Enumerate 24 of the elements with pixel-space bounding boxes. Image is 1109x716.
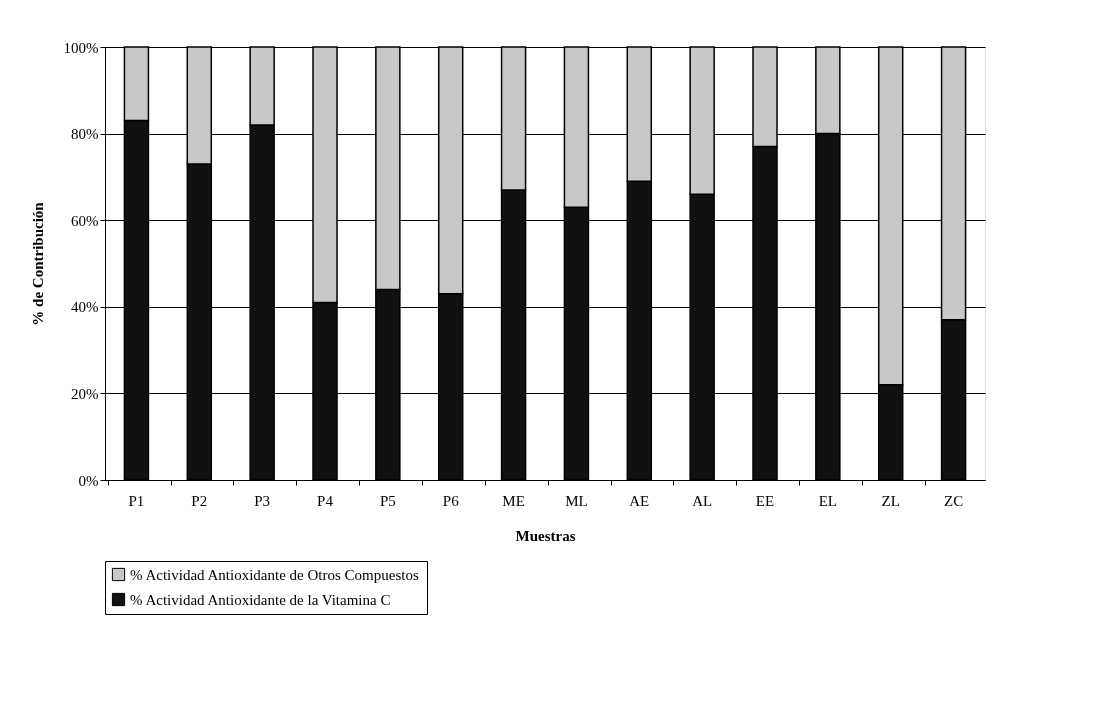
x-tick-label: P4 [317,492,334,509]
x-tick-label: P3 [254,492,271,509]
y-tick-label: 60% [71,212,99,229]
y-tick-label: 20% [71,385,99,402]
y-tick-label: 100% [63,39,99,56]
x-tick-label: P6 [442,492,460,509]
y-tick-label: 40% [71,299,99,316]
x-tick-label: ME [502,492,525,509]
x-tick-label: P2 [191,492,208,509]
y-tick-label: 80% [71,126,99,143]
y-tick-label: 0% [78,472,99,489]
y-axis-title: % de Contribución [29,201,46,326]
x-tick-label: AE [629,492,650,509]
x-tick-label: ZL [881,492,900,509]
legend-label: % Actividad Antioxidante de la Vitamina C [130,591,391,608]
x-tick-label: ML [565,492,588,509]
x-tick-label: AL [692,492,713,509]
x-axis-title: Muestras [515,527,576,544]
x-tick-label: EE [755,492,775,509]
legend-label: % Actividad Antioxidante de Otros Compuestos [130,566,419,583]
x-tick-label: P5 [379,492,396,509]
x-tick-label: EL [818,492,838,509]
x-tick-label: P1 [128,492,145,509]
x-tick-label: ZC [943,492,964,509]
